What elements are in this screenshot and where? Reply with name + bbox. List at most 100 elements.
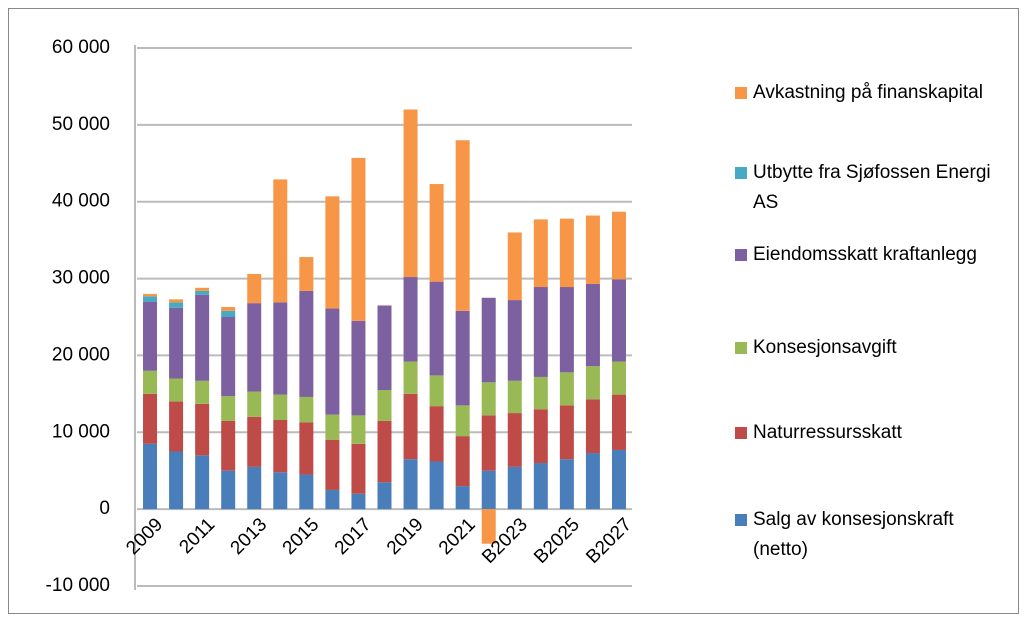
bar-segment: [169, 451, 184, 510]
bar-segment: [273, 419, 288, 473]
bar-segment: [507, 232, 522, 301]
bar-segment: [325, 196, 340, 309]
bar-segment: [143, 293, 158, 297]
bar-segment: [559, 405, 574, 460]
bar-segment: [481, 297, 496, 383]
bar-segment: [455, 436, 470, 487]
bar-segment: [403, 361, 418, 394]
bar-segment: [351, 157, 366, 321]
bar-segment: [143, 370, 158, 394]
bar-segment: [611, 211, 626, 280]
bar-segment: [299, 422, 314, 475]
bar-segment: [533, 287, 548, 377]
legend-label: Konsesjonsavgift: [753, 337, 897, 358]
bar-segment: [481, 509, 496, 544]
legend-swatch: [735, 342, 747, 354]
bar-segment: [611, 279, 626, 362]
bar-segment: [247, 391, 262, 417]
bar-segment: [481, 415, 496, 471]
bar-segment: [507, 380, 522, 414]
bar-segment: [221, 420, 236, 471]
bar-segment: [143, 301, 158, 371]
bar-segment: [611, 449, 626, 510]
bar-segment: [351, 443, 366, 494]
bar-segment: [585, 283, 600, 367]
legend-item: Konsesjonsavgift: [735, 333, 1005, 363]
legend-item: Eiendomsskatt kraftanlegg: [735, 240, 1005, 270]
legend-label: Avkastning på finanskapital: [753, 82, 983, 103]
y-tick-label: 50 000: [52, 114, 110, 135]
bar-segment: [299, 396, 314, 423]
bar-segment: [403, 277, 418, 362]
bar-segment: [507, 413, 522, 467]
bar-segment: [559, 287, 574, 373]
legend-item: Salg av konsesjonskraft (netto): [735, 505, 1005, 565]
bar-segment: [247, 303, 262, 392]
bar-segment: [351, 493, 366, 510]
legend-swatch: [735, 167, 747, 179]
bar-segment: [221, 317, 236, 397]
legend-label: Eiendomsskatt kraftanlegg: [753, 244, 977, 265]
bar-segment: [325, 489, 340, 510]
y-tick-label: 30 000: [52, 268, 110, 289]
bar-segment: [195, 290, 210, 295]
bar-segment: [377, 305, 392, 391]
bar-segment: [455, 486, 470, 510]
bar-segment: [273, 394, 288, 420]
bar-segment: [169, 307, 184, 379]
legend-label: Salg av konsesjonskraft (netto): [753, 509, 954, 560]
bar-segment: [143, 443, 158, 510]
legend-swatch: [735, 514, 747, 526]
bar-segment: [169, 378, 184, 402]
bar-segment: [325, 308, 340, 415]
bar-segment: [585, 366, 600, 400]
bar-segment: [481, 382, 496, 416]
bar-segment: [351, 415, 366, 444]
bar-segment: [403, 109, 418, 278]
bar-segment: [507, 466, 522, 510]
bar-segment: [481, 470, 496, 510]
legend-item: Utbytte fra Sjøfossen Energi AS: [735, 158, 1005, 218]
legend-swatch: [735, 427, 747, 439]
y-tick-label: 10 000: [52, 421, 110, 442]
y-tick-label: -10 000: [46, 575, 110, 596]
y-tick-label: 0: [99, 498, 110, 519]
legend-label: Utbytte fra Sjøfossen Energi AS: [753, 162, 991, 213]
bar-segment: [377, 482, 392, 510]
bar-segment: [247, 466, 262, 510]
bar-segment: [507, 300, 522, 381]
bar-segment: [429, 184, 444, 282]
legend-swatch: [735, 249, 747, 261]
bar-segment: [377, 390, 392, 421]
bar-segment: [351, 320, 366, 416]
bar-segment: [195, 380, 210, 404]
bar-segment: [273, 472, 288, 510]
bar-segment: [533, 409, 548, 464]
bar-segment: [143, 296, 158, 302]
bar-segment: [325, 414, 340, 440]
bar-segment: [585, 453, 600, 510]
y-tick-label: 40 000: [52, 191, 110, 212]
bar-segment: [559, 372, 574, 406]
bar-segment: [429, 281, 444, 376]
bar-segment: [299, 290, 314, 397]
bar-segment: [221, 307, 236, 311]
bar-segment: [273, 179, 288, 303]
bar-segment: [455, 140, 470, 311]
bar-segment: [559, 218, 574, 288]
bar-segment: [273, 302, 288, 395]
bar-segment: [585, 215, 600, 284]
bar-segment: [455, 310, 470, 406]
bar-segment: [377, 420, 392, 483]
y-tick-label: 20 000: [52, 344, 110, 365]
bar-segment: [195, 294, 210, 381]
bar-segment: [455, 405, 470, 437]
y-tick-label: 60 000: [52, 37, 110, 58]
bar-segment: [325, 439, 340, 490]
bar-segment: [429, 406, 444, 462]
bar-segment: [247, 416, 262, 467]
bar-segment: [247, 273, 262, 304]
bar-segment: [169, 401, 184, 452]
